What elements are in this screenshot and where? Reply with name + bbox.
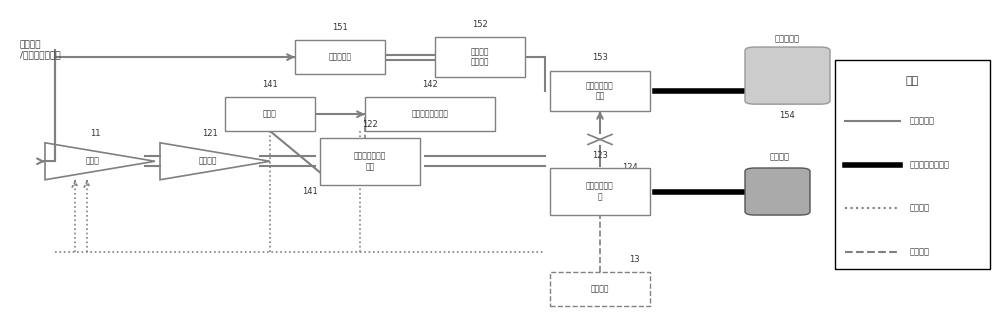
FancyBboxPatch shape xyxy=(550,71,650,111)
Text: 11: 11 xyxy=(90,129,100,138)
Text: 154: 154 xyxy=(779,111,795,120)
Text: 滑油系统: 滑油系统 xyxy=(591,285,609,293)
Text: 燃油主流路: 燃油主流路 xyxy=(910,117,935,125)
Text: 121: 121 xyxy=(202,129,218,138)
Text: 主燃油机械液压
装置: 主燃油机械液压 装置 xyxy=(354,152,386,171)
Text: 123: 123 xyxy=(592,151,608,160)
FancyBboxPatch shape xyxy=(550,168,650,215)
Text: 122: 122 xyxy=(362,120,378,129)
Text: 加力燃烧室: 加力燃烧室 xyxy=(774,35,800,44)
Text: 153: 153 xyxy=(592,53,608,62)
FancyBboxPatch shape xyxy=(835,60,990,269)
FancyBboxPatch shape xyxy=(365,97,495,131)
Text: 141: 141 xyxy=(302,187,318,196)
Text: 控制装置及作动筒: 控制装置及作动筒 xyxy=(412,110,448,119)
Text: 燃油流路（高温）: 燃油流路（高温） xyxy=(910,160,950,169)
Text: 142: 142 xyxy=(422,80,438,89)
Text: 主燃滑油散热
器: 主燃滑油散热 器 xyxy=(586,182,614,201)
Text: 加力燃滑油散
热器: 加力燃滑油散 热器 xyxy=(586,81,614,100)
Text: 伺服泵: 伺服泵 xyxy=(263,110,277,119)
FancyBboxPatch shape xyxy=(745,168,810,215)
Text: 滑油流路: 滑油流路 xyxy=(910,248,930,256)
Text: 主燃烧室: 主燃烧室 xyxy=(770,152,790,161)
FancyBboxPatch shape xyxy=(225,97,315,131)
FancyBboxPatch shape xyxy=(295,40,385,74)
Text: 增压泵: 增压泵 xyxy=(86,157,100,166)
Text: 回油流路: 回油流路 xyxy=(910,204,930,213)
Text: 图例: 图例 xyxy=(906,76,919,86)
Text: 主燃油泵: 主燃油泵 xyxy=(199,157,217,166)
FancyBboxPatch shape xyxy=(550,272,650,306)
FancyBboxPatch shape xyxy=(435,37,525,77)
Text: 152: 152 xyxy=(472,19,488,29)
Text: 加力燃油泵: 加力燃油泵 xyxy=(328,53,352,61)
FancyBboxPatch shape xyxy=(745,47,830,104)
Text: 151: 151 xyxy=(332,23,348,32)
Text: 加力燃油
计量装置: 加力燃油 计量装置 xyxy=(471,47,489,67)
Text: 124: 124 xyxy=(622,164,638,172)
Text: 13: 13 xyxy=(629,255,640,264)
FancyBboxPatch shape xyxy=(320,138,420,185)
Text: 141: 141 xyxy=(262,80,278,89)
Text: 飞机来油
/发动机入口燃油: 飞机来油 /发动机入口燃油 xyxy=(20,40,61,60)
